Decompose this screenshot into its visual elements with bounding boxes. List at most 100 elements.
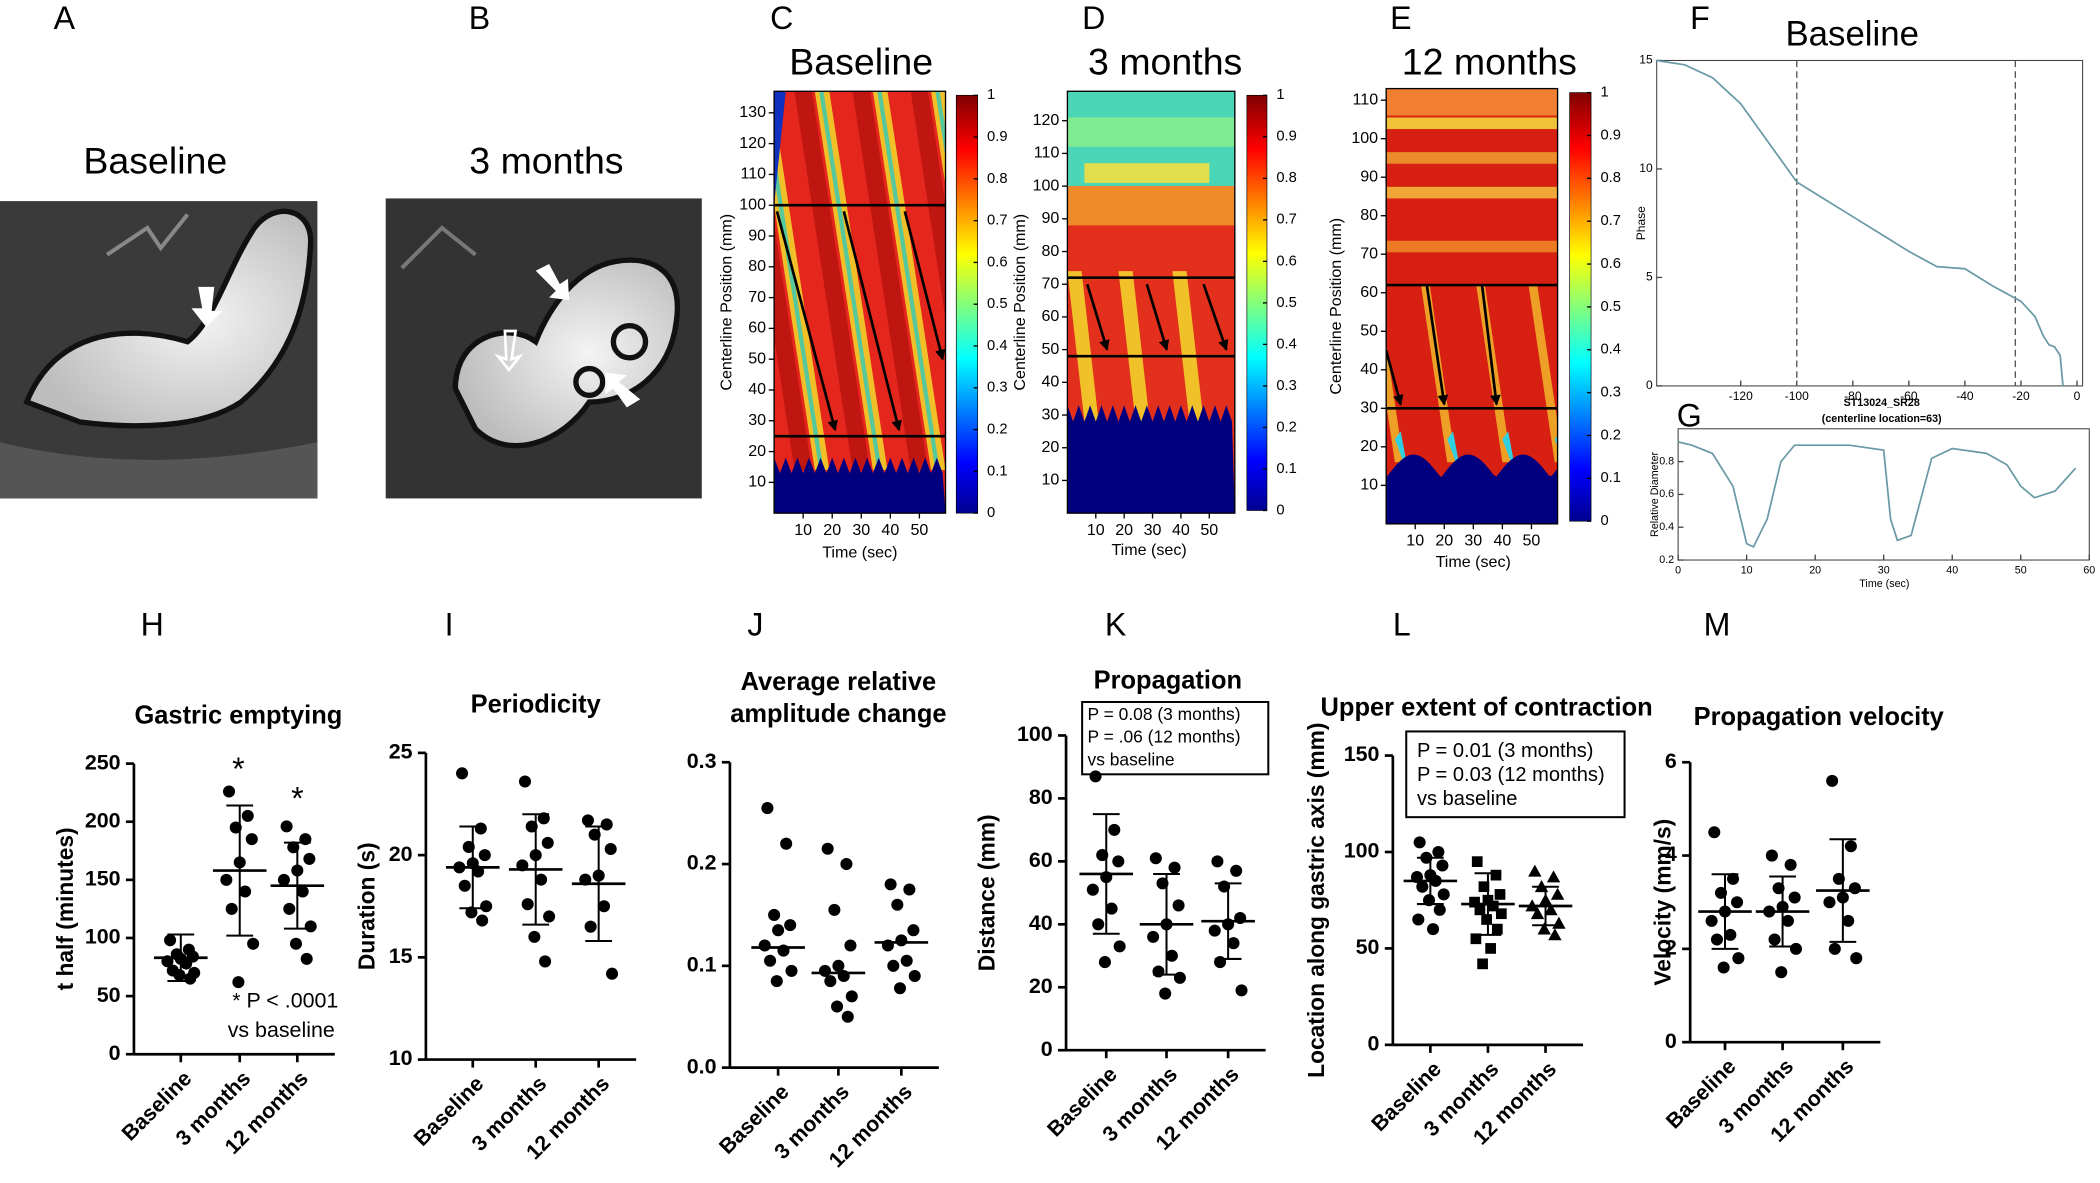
data-point <box>841 1010 854 1023</box>
data-point <box>1823 896 1836 909</box>
data-point <box>456 767 469 780</box>
data-line <box>1656 59 2064 386</box>
data-point <box>840 858 853 871</box>
annotation: P = 0.08 (3 months) <box>1088 704 1241 724</box>
data-point <box>832 959 845 972</box>
colorbar-tick-label: 0.1 <box>987 463 1007 479</box>
data-point <box>1546 870 1561 883</box>
annotation: P = .06 (12 months) <box>1088 727 1241 747</box>
y-tick-label: 30 <box>1360 399 1378 417</box>
colorbar-tick-label: 0.5 <box>987 296 1007 312</box>
colorbar-tick-label: 1 <box>1276 87 1284 103</box>
heatmap-band <box>774 457 946 514</box>
colorbar-tick-label: 0.6 <box>987 254 1007 270</box>
data-point <box>1230 864 1243 877</box>
data-point <box>476 914 489 927</box>
data-point <box>1727 872 1740 885</box>
data-point <box>1528 864 1542 877</box>
data-point <box>1710 933 1723 946</box>
data-point <box>1433 903 1446 916</box>
data-point <box>1227 937 1240 950</box>
data-point <box>1724 928 1737 941</box>
data-point <box>1850 952 1863 965</box>
chart-title: Baseline <box>1785 15 1919 54</box>
x-tick-label: -100 <box>1785 389 1809 403</box>
data-point <box>1089 770 1102 783</box>
y-tick-label: 0 <box>109 1041 121 1065</box>
data-point <box>535 873 548 886</box>
y-tick-label: 100 <box>1351 129 1378 147</box>
colorbar-tick-label: 0.7 <box>1600 213 1620 229</box>
data-point <box>1098 956 1111 969</box>
data-point <box>1471 856 1483 867</box>
data-point <box>1412 913 1425 926</box>
y-tick-label: 0.2 <box>1659 554 1674 566</box>
plot-frame <box>1385 87 1559 525</box>
x-tick-label: -120 <box>1729 389 1753 403</box>
data-point <box>1731 896 1744 909</box>
heatmap-band <box>1172 271 1204 422</box>
data-point <box>245 833 258 846</box>
x-tick-label: 60 <box>2083 565 2095 577</box>
x-tick-label: 10 <box>1741 565 1753 577</box>
data-point <box>1235 984 1248 997</box>
data-point <box>1152 965 1165 978</box>
heatmap-band <box>1502 431 1515 463</box>
data-point <box>528 930 541 943</box>
data-point <box>1108 823 1121 836</box>
y-axis-label: Centerline Position (mm) <box>1327 218 1345 395</box>
annotation: vs baseline <box>1417 788 1517 810</box>
data-point <box>1432 845 1445 859</box>
x-tick-label: 20 <box>823 521 841 539</box>
colorbar-tick-label: 0.8 <box>987 171 1007 187</box>
annotation: * P < .0001 <box>232 989 338 1013</box>
panel-label: C <box>770 0 793 36</box>
data-point <box>1494 889 1506 900</box>
data-point <box>597 900 611 913</box>
chart-title: ST13024_SR28 <box>1844 397 1920 409</box>
y-axis-label: Relative Diameter <box>1649 451 1661 536</box>
colorbar-tick-label: 0.4 <box>987 338 1007 354</box>
colorbar-tick-label: 0.4 <box>1600 342 1620 358</box>
heatmap-band <box>1386 88 1558 116</box>
colorbar-tick-label: 0.3 <box>1276 378 1296 394</box>
chart-title: Gastric emptying <box>134 701 342 729</box>
data-point <box>1487 900 1499 912</box>
data-point <box>895 934 908 947</box>
y-axis-label: Phase <box>1634 206 1648 240</box>
data-point <box>784 919 797 932</box>
data-point <box>1112 855 1125 868</box>
heatmap-band <box>774 91 786 206</box>
colorbar-tick-label: 0.3 <box>987 380 1007 396</box>
annotation-arrow <box>1386 350 1404 406</box>
data-point <box>247 937 260 950</box>
data-point <box>900 954 913 967</box>
y-tick-label: 100 <box>1033 176 1060 194</box>
panel-label: I <box>445 606 454 642</box>
data-point <box>289 937 303 950</box>
x-tick-label: -80 <box>1844 389 1862 403</box>
data-point <box>907 924 920 937</box>
annotation-arrow <box>1425 284 1449 406</box>
annotation: P = 0.03 (12 months) <box>1417 764 1605 786</box>
y-tick-label: 40 <box>1360 360 1378 378</box>
x-tick-label: 20 <box>1115 521 1133 539</box>
heatmap-band <box>910 91 946 319</box>
data-point <box>465 906 478 919</box>
data-point <box>768 908 781 921</box>
data-point <box>1147 930 1160 943</box>
colorbar-tick-label: 0.2 <box>1600 427 1620 443</box>
heatmap-band <box>1067 186 1235 226</box>
data-point <box>518 775 532 788</box>
y-tick-label: 100 <box>739 195 766 213</box>
data-point <box>1149 852 1162 865</box>
colorbar-tick-label: 0.6 <box>1276 253 1296 269</box>
data-point <box>296 885 309 898</box>
data-point <box>1491 923 1503 935</box>
data-point <box>1211 855 1224 868</box>
y-tick-label: 100 <box>85 925 121 949</box>
colorbar-tick-label: 0.3 <box>1600 385 1620 401</box>
data-point <box>1427 923 1440 936</box>
chart-title: amplitude change <box>730 700 946 728</box>
